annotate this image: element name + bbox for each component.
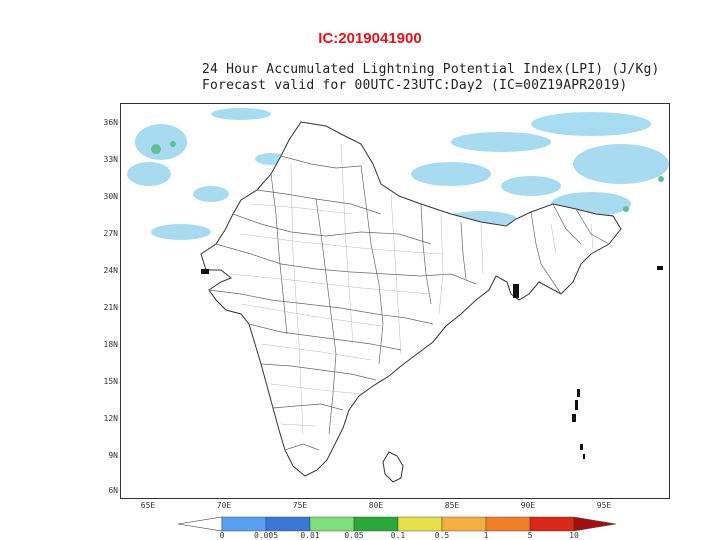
lon-tick-85e: 85E (444, 501, 460, 510)
colorbar-seg-5 (441, 516, 487, 532)
colorbar-seg-4 (397, 516, 443, 532)
colorbar-seg-0 (221, 516, 267, 532)
map-title-line1: 24 Hour Accumulated Lightning Potential … (202, 62, 660, 77)
initial-condition-label: IC:2019041900 (318, 30, 422, 47)
lat-tick-21n: 21N (103, 303, 118, 312)
lat-tick-9n: 9N (108, 451, 118, 460)
colorbar-seg-2 (309, 516, 355, 532)
lat-tick-24n: 24N (103, 266, 118, 275)
india-map (127, 108, 669, 483)
andaman-islands (572, 389, 585, 459)
lat-tick-15n: 15N (103, 377, 118, 386)
lat-tick-33n: 33N (103, 155, 118, 164)
colorbar-label-1: 0.005 (253, 531, 279, 540)
colorbar-label-5: 0.5 (434, 531, 450, 540)
colorbar-label-7: 5 (527, 531, 533, 540)
colorbar-seg-6 (485, 516, 531, 532)
colorbar-label-8: 10 (569, 531, 579, 540)
lat-tick-6n: 6N (108, 486, 118, 495)
lat-tick-12n: 12N (103, 414, 118, 423)
colorbar-seg-3 (353, 516, 399, 532)
colorbar-label-4: 0.1 (390, 531, 406, 540)
colorbar-left-arrow (178, 516, 223, 532)
lat-tick-18n: 18N (103, 340, 118, 349)
colorbar-label-2: 0.01 (300, 531, 320, 540)
colorbar-label-3: 0.05 (344, 531, 364, 540)
colorbar-seg-1 (265, 516, 311, 532)
lon-tick-65e: 65E (140, 501, 156, 510)
lon-tick-95e: 95E (596, 501, 612, 510)
coast-fragments (201, 266, 663, 298)
colorbar-label-0: 0 (219, 531, 225, 540)
lat-tick-27n: 27N (103, 229, 118, 238)
map-title-line2: Forecast valid for 00UTC-23UTC:Day2 (IC=… (202, 78, 628, 93)
lat-tick-36n: 36N (103, 118, 118, 127)
colorbar (178, 516, 617, 532)
india-outline (200, 121, 622, 477)
lon-tick-90e: 90E (520, 501, 536, 510)
lat-tick-30n: 30N (103, 192, 118, 201)
colorbar-seg-7 (529, 516, 575, 532)
map-title: 24 Hour Accumulated Lightning Potential … (202, 62, 660, 94)
state-boundaries (208, 155, 610, 451)
district-boundaries (230, 143, 594, 435)
map-panel (120, 103, 670, 499)
lon-tick-80e: 80E (368, 501, 384, 510)
lon-tick-75e: 75E (292, 501, 308, 510)
colorbar-label-6: 1 (483, 531, 489, 540)
lon-tick-70e: 70E (216, 501, 232, 510)
colorbar-right-arrow (573, 516, 617, 532)
lpi-field (127, 108, 669, 240)
sri-lanka (382, 451, 404, 483)
